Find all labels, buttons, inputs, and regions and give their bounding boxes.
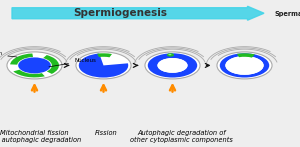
Circle shape (168, 54, 172, 55)
Circle shape (76, 52, 131, 79)
Wedge shape (237, 53, 255, 58)
Text: Spermiogenesis: Spermiogenesis (73, 8, 167, 18)
Circle shape (145, 52, 200, 79)
Text: Nucleus: Nucleus (49, 58, 96, 67)
Wedge shape (13, 70, 45, 77)
Circle shape (158, 58, 188, 73)
Circle shape (225, 56, 264, 75)
Wedge shape (220, 53, 269, 77)
Wedge shape (97, 53, 112, 57)
Text: Spermatozoid: Spermatozoid (274, 11, 300, 17)
Text: Fission: Fission (95, 130, 118, 136)
Circle shape (217, 52, 272, 79)
Circle shape (7, 52, 62, 79)
Circle shape (18, 57, 51, 73)
Text: Autophagic degradation of
other cytoplasmic components: Autophagic degradation of other cytoplas… (130, 130, 233, 143)
Circle shape (167, 53, 174, 57)
Wedge shape (10, 54, 33, 65)
Wedge shape (148, 53, 197, 77)
Text: Mitochondrial fission
and autophagic degradation: Mitochondrial fission and autophagic deg… (0, 130, 82, 143)
Text: Mitochondrion: Mitochondrion (0, 51, 17, 57)
Wedge shape (79, 54, 128, 77)
FancyArrow shape (12, 6, 264, 20)
Wedge shape (43, 55, 59, 74)
